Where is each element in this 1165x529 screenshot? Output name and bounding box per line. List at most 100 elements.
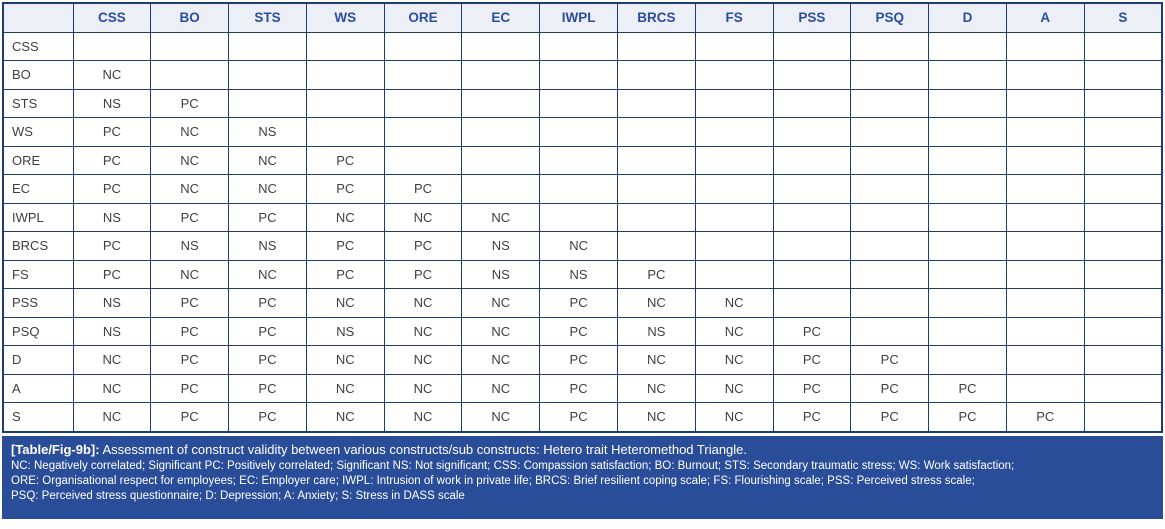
column-header: S <box>1083 2 1163 33</box>
matrix-cell: PC <box>928 402 1007 432</box>
caption-figure-tag: [Table/Fig-9b]: <box>11 441 100 457</box>
matrix-cell <box>772 259 852 289</box>
column-header: WS <box>305 2 385 33</box>
matrix-cell <box>1083 88 1163 118</box>
matrix-cell <box>772 145 852 175</box>
row-label: PSQ <box>2 316 74 346</box>
matrix-cell: NC <box>383 202 463 232</box>
matrix-cell: NC <box>694 402 774 432</box>
column-header: A <box>1005 2 1085 33</box>
matrix-cell: PC <box>305 231 385 261</box>
matrix-cell <box>461 88 541 118</box>
heterotrait-heteromethod-table: CSS BO STS WS ORE EC IWPL BRCS FS PSS PSQ D A S CSS BO… <box>2 2 1163 433</box>
matrix-cell <box>1083 31 1163 61</box>
matrix-cell <box>228 60 307 90</box>
matrix-cell: NC <box>305 402 385 432</box>
column-header: FS <box>694 2 774 33</box>
row-label: BO <box>2 60 74 90</box>
matrix-cell <box>1083 231 1163 261</box>
matrix-cell <box>928 145 1007 175</box>
matrix-cell <box>616 174 696 204</box>
matrix-cell <box>228 31 307 61</box>
matrix-cell: NC <box>461 402 541 432</box>
matrix-cell <box>850 202 930 232</box>
matrix-cell: NC <box>461 202 541 232</box>
table-row: D NC PC PC NC NC NC PC NC NC PC PC <box>2 345 1163 375</box>
matrix-cell: PC <box>228 345 307 375</box>
table-row: S NC PC PC NC NC NC PC NC NC PC PC PC PC <box>2 402 1163 432</box>
matrix-cell <box>772 60 852 90</box>
matrix-cell: NS <box>539 259 618 289</box>
table-row: FS PC NC NC PC PC NS NS PC <box>2 259 1163 289</box>
matrix-cell: NC <box>150 174 230 204</box>
table-row: CSS <box>2 31 1163 61</box>
matrix-cell: NS <box>72 316 152 346</box>
matrix-cell <box>1005 117 1085 147</box>
matrix-cell: PC <box>539 373 618 403</box>
matrix-cell <box>1005 88 1085 118</box>
matrix-cell: PC <box>150 345 230 375</box>
matrix-cell <box>694 174 774 204</box>
matrix-cell <box>539 60 618 90</box>
matrix-cell: NC <box>461 288 541 318</box>
matrix-cell <box>305 88 385 118</box>
matrix-cell <box>850 60 930 90</box>
matrix-cell: PC <box>850 373 930 403</box>
matrix-cell: PC <box>150 316 230 346</box>
matrix-cell <box>1083 202 1163 232</box>
row-label: WS <box>2 117 74 147</box>
matrix-cell <box>616 60 696 90</box>
matrix-cell: NS <box>72 202 152 232</box>
matrix-cell <box>928 316 1007 346</box>
matrix-cell <box>305 60 385 90</box>
row-label: STS <box>2 88 74 118</box>
matrix-cell <box>461 117 541 147</box>
matrix-cell: NC <box>72 402 152 432</box>
matrix-cell <box>850 288 930 318</box>
matrix-cell <box>928 259 1007 289</box>
matrix-cell <box>928 345 1007 375</box>
matrix-cell <box>1083 288 1163 318</box>
matrix-cell <box>1005 373 1085 403</box>
matrix-cell <box>1005 231 1085 261</box>
matrix-cell: PC <box>928 373 1007 403</box>
matrix-cell: NC <box>616 288 696 318</box>
matrix-cell <box>694 145 774 175</box>
matrix-cell <box>694 202 774 232</box>
column-header: ORE <box>383 2 463 33</box>
table-caption: [Table/Fig-9b]: Assessment of construct … <box>2 435 1163 519</box>
matrix-cell <box>772 31 852 61</box>
corner-header-cell <box>2 2 74 33</box>
matrix-cell <box>850 316 930 346</box>
matrix-cell <box>539 31 618 61</box>
matrix-cell <box>383 145 463 175</box>
column-header: STS <box>228 2 307 33</box>
table-row: PSQ NS PC PC NS NC NC PC NS NC PC <box>2 316 1163 346</box>
matrix-cell <box>694 31 774 61</box>
matrix-cell: NS <box>72 88 152 118</box>
matrix-cell <box>1083 60 1163 90</box>
matrix-cell <box>383 60 463 90</box>
matrix-cell: NC <box>383 316 463 346</box>
matrix-cell: NC <box>461 316 541 346</box>
matrix-cell: PC <box>539 316 618 346</box>
matrix-cell <box>850 31 930 61</box>
matrix-cell: NC <box>305 373 385 403</box>
matrix-cell <box>928 88 1007 118</box>
table-row: IWPL NS PC PC NC NC NC <box>2 202 1163 232</box>
matrix-cell: PC <box>72 259 152 289</box>
matrix-cell <box>383 117 463 147</box>
matrix-cell <box>616 202 696 232</box>
matrix-cell: PC <box>305 174 385 204</box>
matrix-cell <box>383 88 463 118</box>
matrix-cell: NC <box>228 259 307 289</box>
column-header: PSS <box>772 2 852 33</box>
matrix-cell <box>928 117 1007 147</box>
matrix-cell: NS <box>305 316 385 346</box>
table-row: WS PC NC NS <box>2 117 1163 147</box>
matrix-cell <box>1005 202 1085 232</box>
table-row: A NC PC PC NC NC NC PC NC NC PC PC PC <box>2 373 1163 403</box>
matrix-cell <box>694 231 774 261</box>
matrix-cell: PC <box>72 174 152 204</box>
matrix-cell <box>772 288 852 318</box>
